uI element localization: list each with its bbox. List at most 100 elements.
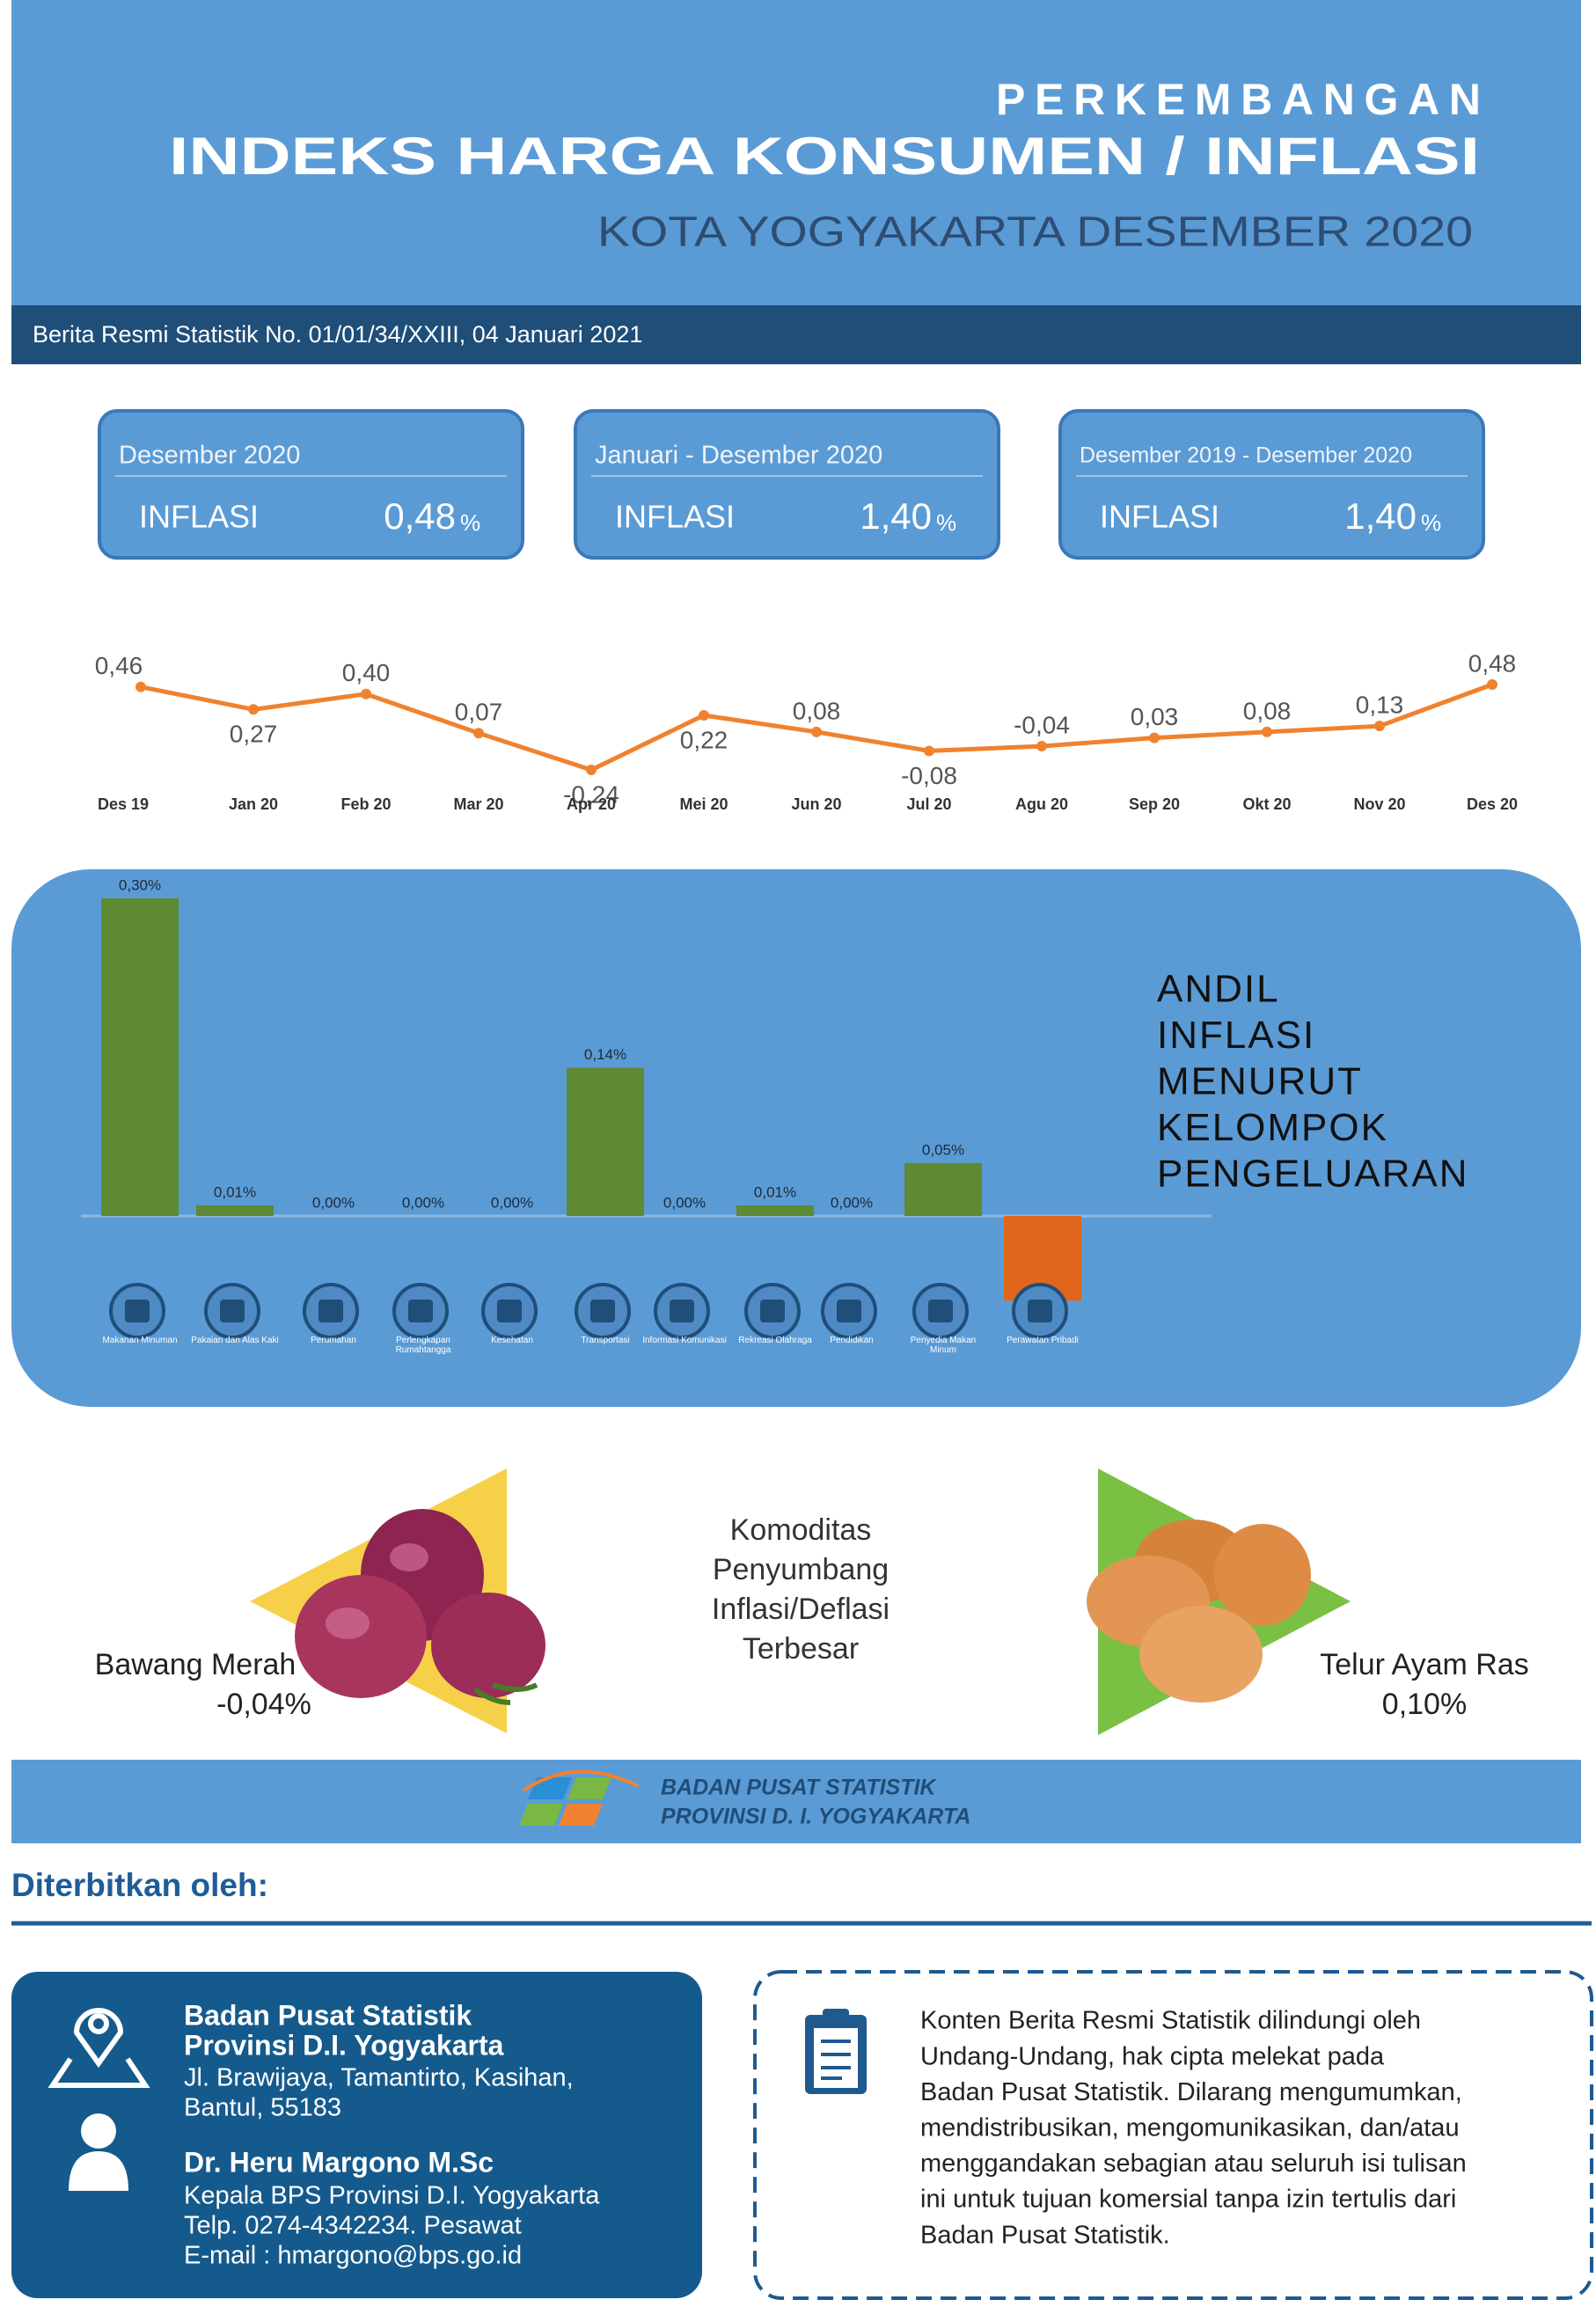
line-point xyxy=(1149,732,1160,743)
onion-leaf xyxy=(473,1682,538,1705)
clipboard-icon xyxy=(805,2009,867,2094)
data-label: 0,01% xyxy=(754,1183,796,1200)
x-tick-label: Informasi Komunikasi xyxy=(642,1336,727,1345)
summary-card xyxy=(1058,409,1485,560)
data-label: 0,05% xyxy=(922,1141,964,1158)
line-point xyxy=(248,704,259,715)
notice-text: Konten Berita Resmi Statistik dilindungi… xyxy=(920,2007,1421,2035)
category-label-box: Perumahan xyxy=(311,1336,356,1345)
line-point xyxy=(586,765,597,775)
data-label: -0,08 xyxy=(901,762,957,789)
x-tick-label: Jan 20 xyxy=(229,795,278,813)
data-label: -0,24 xyxy=(563,780,619,808)
onion-highlight xyxy=(390,1543,428,1571)
x-tick-label: Agu 20 xyxy=(1015,795,1068,813)
category-icon-glyph xyxy=(220,1300,245,1322)
x-tick-label: Perawatan Pribadi xyxy=(1007,1336,1079,1345)
card-value: 1,40 xyxy=(1344,495,1417,537)
category-icon-glyph xyxy=(590,1300,615,1322)
x-tick-label: Perlengkapan Rumahtangga xyxy=(395,1336,451,1355)
egg-illustration xyxy=(1087,1520,1311,1703)
release-info: Berita Resmi Statistik No. 01/01/34/XXII… xyxy=(33,321,642,348)
category-label-box: Perlengkapan Rumahtangga xyxy=(395,1336,451,1355)
x-tick-label: Feb 20 xyxy=(340,795,391,813)
x-tick-label: Kesehatan xyxy=(491,1336,533,1345)
line-point xyxy=(1487,679,1497,690)
title-line: INDEKS HARGA KONSUMEN / INFLASI xyxy=(169,127,1480,186)
notice-box xyxy=(753,1970,1593,2300)
bps-logo xyxy=(519,1769,639,1826)
data-label: -0,04 xyxy=(1014,711,1070,738)
data-label: 0,30% xyxy=(119,876,161,893)
data-label: 0,07 xyxy=(455,699,503,726)
pin xyxy=(73,2008,124,2069)
person-icon xyxy=(69,2113,128,2191)
card-unit: % xyxy=(936,509,956,536)
commodity-value: 0,10% xyxy=(1382,1688,1467,1721)
card-value: 0,48 xyxy=(384,495,456,537)
data-label: 0,01% xyxy=(214,1183,256,1200)
header-band xyxy=(11,0,1581,305)
org-name: Badan Pusat Statistik xyxy=(184,1999,472,2031)
onion-illustration xyxy=(295,1509,545,1705)
category-label-box: Pakaian dan Alas Kaki xyxy=(191,1336,279,1345)
notice-text: Undang-Undang, hak cipta melekat pada xyxy=(920,2042,1385,2070)
commodity-title: Terbesar xyxy=(743,1632,859,1666)
bar xyxy=(101,898,179,1216)
x-tick-label: Makanan Minuman xyxy=(102,1336,178,1345)
summary-card xyxy=(98,409,524,560)
commodity-title: Inflasi/Deflasi xyxy=(712,1593,890,1626)
category-label-box: Kesehatan xyxy=(491,1336,533,1345)
x-tick-label: Des 19 xyxy=(98,795,149,813)
notice-text: mendistribusikan, mengomunikasikan, dan/… xyxy=(920,2113,1460,2142)
category-label-box: Pendidikan xyxy=(830,1336,873,1345)
x-tick-label: Mei 20 xyxy=(679,795,728,813)
category-icon-glyph xyxy=(408,1300,433,1322)
logo-swoosh xyxy=(522,1769,639,1792)
commodity-title: Komoditas xyxy=(730,1513,872,1547)
card-label: INFLASI xyxy=(615,499,735,535)
data-label: 0,00% xyxy=(312,1194,355,1211)
bar-chart-title: KELOMPOK xyxy=(1157,1106,1388,1149)
head-info: E-mail : hmargono@bps.go.id xyxy=(184,2242,522,2270)
x-tick-label: Jun 20 xyxy=(791,795,841,813)
data-label: 0,14% xyxy=(584,1046,626,1063)
head-info: Kepala BPS Provinsi D.I. Yogyakarta xyxy=(184,2182,600,2210)
x-tick-label: Mar 20 xyxy=(453,795,503,813)
category-icon-glyph xyxy=(837,1300,861,1322)
egg xyxy=(1214,1524,1311,1626)
data-label: 0,13 xyxy=(1356,692,1404,719)
category-icon-glyph xyxy=(318,1300,343,1322)
x-tick-label: Pakaian dan Alas Kaki xyxy=(191,1336,279,1345)
card-period: Januari - Desember 2020 xyxy=(595,442,882,470)
category-icon-glyph xyxy=(1028,1300,1052,1322)
category-icon-glyph xyxy=(125,1300,150,1322)
logo-piece xyxy=(519,1804,563,1826)
bar-chart-title: PENGELUARAN xyxy=(1157,1153,1469,1196)
x-tick-label: Sep 20 xyxy=(1129,795,1180,813)
pin-dot xyxy=(88,2013,109,2034)
data-label: 0,22 xyxy=(680,726,728,753)
map-base xyxy=(48,2057,150,2088)
x-tick-label: Des 20 xyxy=(1467,795,1518,813)
commodity-name: Telur Ayam Ras xyxy=(1320,1648,1528,1681)
bar-chart-title: INFLASI xyxy=(1157,1014,1315,1057)
data-label: 0,03 xyxy=(1131,703,1179,730)
x-tick-label: Jul 20 xyxy=(906,795,951,813)
address: Jl. Brawijaya, Tamantirto, Kasihan, xyxy=(184,2064,574,2092)
logo-piece xyxy=(559,1804,603,1826)
card-unit: % xyxy=(460,509,480,536)
line-point xyxy=(1262,726,1272,737)
commodity-name: Bawang Merah xyxy=(95,1648,297,1681)
egg xyxy=(1139,1606,1263,1703)
category-icon-glyph xyxy=(497,1300,522,1322)
release-band xyxy=(11,305,1581,364)
line-point xyxy=(811,726,822,737)
category-label-box: Makanan Minuman xyxy=(102,1336,178,1345)
category-icon-glyph xyxy=(928,1300,953,1322)
line-point xyxy=(1374,721,1385,732)
card-value: 1,40 xyxy=(860,495,932,537)
data-label: 0,46 xyxy=(95,652,143,679)
